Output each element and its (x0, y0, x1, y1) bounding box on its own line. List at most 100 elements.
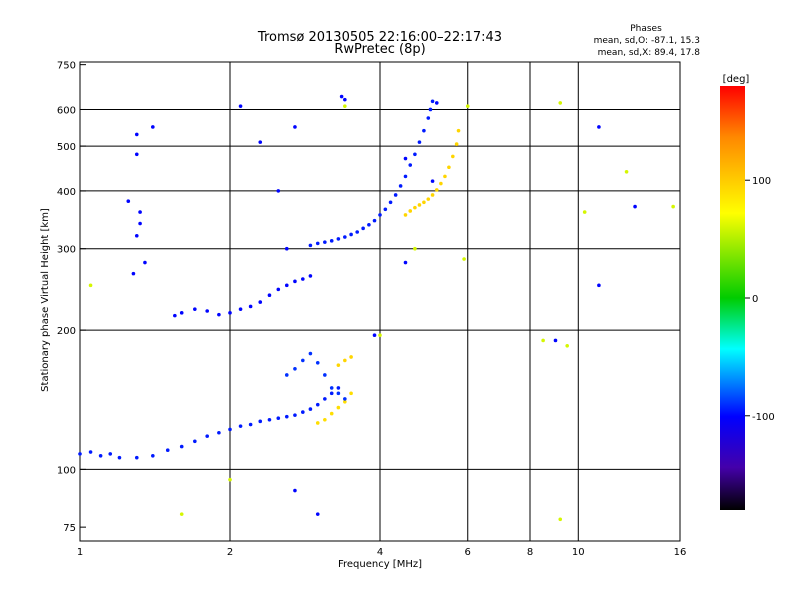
y-tick-label: 400 (57, 187, 76, 198)
data-point (439, 181, 443, 186)
data-point (329, 391, 334, 396)
data-point (343, 397, 347, 401)
data-point (361, 226, 365, 231)
data-point (165, 448, 170, 453)
data-point (284, 283, 289, 288)
y-tick-label: 200 (57, 326, 76, 337)
data-point (134, 455, 139, 460)
data-point (126, 199, 131, 204)
data-point (343, 235, 347, 239)
data-point (108, 452, 113, 456)
data-point (228, 311, 232, 315)
data-point (293, 488, 297, 493)
data-point (308, 351, 313, 356)
colorbar-ticks: 100 0 -100 (745, 176, 775, 423)
data-point (403, 260, 408, 265)
data-point (329, 411, 334, 416)
colorbar-tick-label: 0 (752, 294, 758, 305)
data-point (336, 386, 341, 390)
y-tick-label: 100 (57, 465, 76, 476)
data-point (173, 313, 177, 318)
data-point (430, 99, 435, 104)
data-point (456, 128, 461, 133)
data-point (131, 271, 136, 276)
data-point (465, 104, 470, 108)
data-point (426, 116, 431, 120)
data-point (378, 213, 382, 217)
data-point (315, 421, 320, 425)
chart-title: Tromsø 20130505 22:16:00–22:17:43 (257, 30, 502, 45)
colorbar-tick-label: 100 (752, 176, 771, 187)
data-point (248, 304, 253, 309)
data-point (413, 152, 417, 157)
data-point (343, 358, 347, 363)
data-point (558, 101, 563, 105)
data-point (329, 386, 334, 390)
data-point (301, 277, 305, 281)
data-point (78, 452, 82, 456)
data-point (447, 165, 451, 170)
data-point (403, 213, 408, 217)
x-tick-label: 8 (527, 547, 533, 558)
data-point (276, 189, 281, 193)
data-point (205, 434, 209, 438)
data-point (349, 391, 353, 396)
data-point (417, 140, 422, 144)
data-point (408, 209, 413, 213)
data-point (413, 246, 417, 251)
data-point (430, 179, 435, 183)
x-tick-label: 16 (674, 547, 687, 558)
data-point (315, 241, 320, 246)
y-tick-label: 300 (57, 245, 76, 256)
data-point (336, 405, 341, 410)
data-point (301, 410, 305, 414)
x-tick-label: 2 (227, 547, 233, 558)
data-point (193, 439, 197, 444)
data-point (403, 174, 408, 179)
x-axis-label: Frequency [MHz] (338, 559, 422, 570)
data-point (228, 477, 232, 482)
data-point (248, 422, 253, 427)
data-point (339, 94, 344, 99)
data-point (267, 417, 272, 422)
data-point (88, 283, 93, 288)
data-point (151, 125, 155, 129)
data-point (633, 204, 637, 209)
x-tick-label: 1 (77, 547, 83, 558)
data-point (451, 154, 455, 159)
data-point (308, 274, 313, 278)
data-point (258, 300, 263, 304)
data-point (582, 210, 587, 214)
data-point (284, 414, 289, 419)
data-point (134, 152, 139, 157)
data-point (462, 257, 466, 261)
data-point (217, 312, 221, 317)
data-point (413, 205, 417, 210)
y-tick-label: 600 (57, 105, 76, 116)
legend-line-x: mean, sd,X: 89.4, 17.8 (598, 48, 701, 58)
legend-title: Phases (630, 24, 662, 34)
data-point (393, 193, 398, 197)
data-point (343, 104, 347, 108)
data-point (323, 397, 327, 401)
x-axis-ticks: 1 2 4 6 8 10 16 (77, 547, 687, 558)
data-point (383, 207, 388, 212)
data-point (267, 293, 272, 298)
data-point (349, 232, 353, 237)
data-point (343, 399, 347, 404)
data-point (238, 104, 243, 108)
y-tick-label: 500 (57, 142, 76, 153)
data-point (143, 260, 147, 265)
data-point (301, 358, 305, 363)
chart-subtitle: RwPretec (8p) (334, 42, 425, 57)
data-point (228, 427, 232, 432)
data-point (193, 307, 197, 311)
data-point (293, 366, 297, 371)
data-point (372, 333, 377, 338)
data-point (388, 200, 393, 205)
data-point (284, 246, 289, 251)
data-points (78, 94, 675, 522)
data-point (372, 218, 377, 223)
data-point (426, 197, 431, 201)
